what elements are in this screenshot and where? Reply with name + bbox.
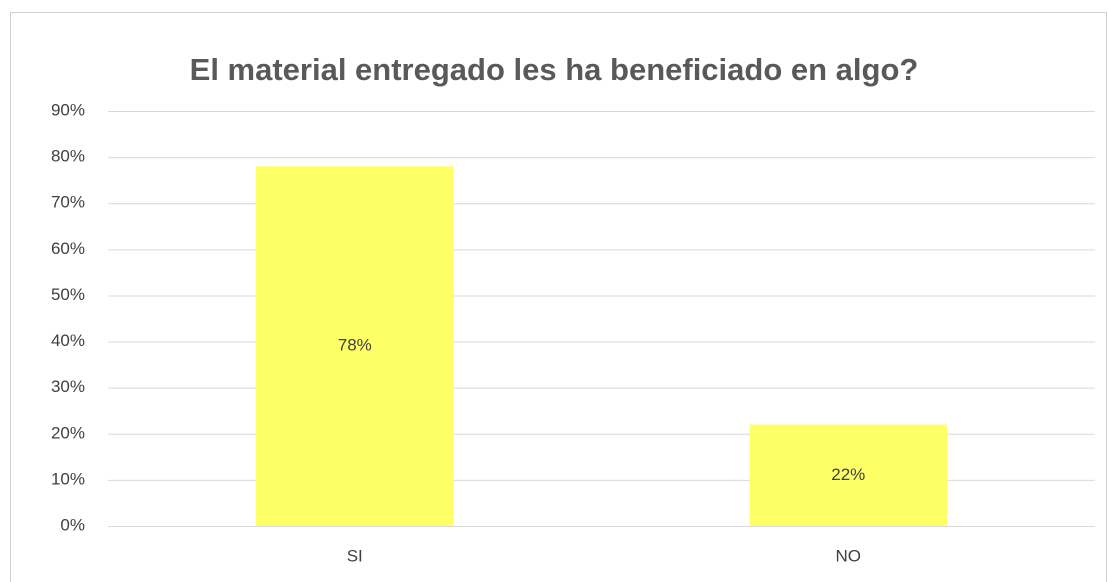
x-tick-label: NO — [836, 546, 862, 565]
y-tick-label: 70% — [51, 193, 85, 212]
x-tick-label: SI — [347, 546, 363, 565]
y-tick-label: 80% — [51, 147, 85, 166]
y-tick-label: 40% — [51, 331, 85, 350]
chart-title: El material entregado les ha beneficiado… — [190, 52, 919, 87]
y-tick-label: 0% — [60, 515, 85, 534]
bar — [749, 424, 947, 526]
y-tick-label: 30% — [51, 377, 85, 396]
data-label: 78% — [338, 336, 372, 355]
y-tick-label: 50% — [51, 285, 85, 304]
y-tick-label: 60% — [51, 239, 85, 258]
bar — [256, 166, 454, 527]
y-tick-label: 20% — [51, 423, 85, 442]
y-tick-label: 90% — [51, 100, 85, 119]
y-tick-label: 10% — [51, 469, 85, 488]
data-label: 22% — [831, 465, 865, 484]
